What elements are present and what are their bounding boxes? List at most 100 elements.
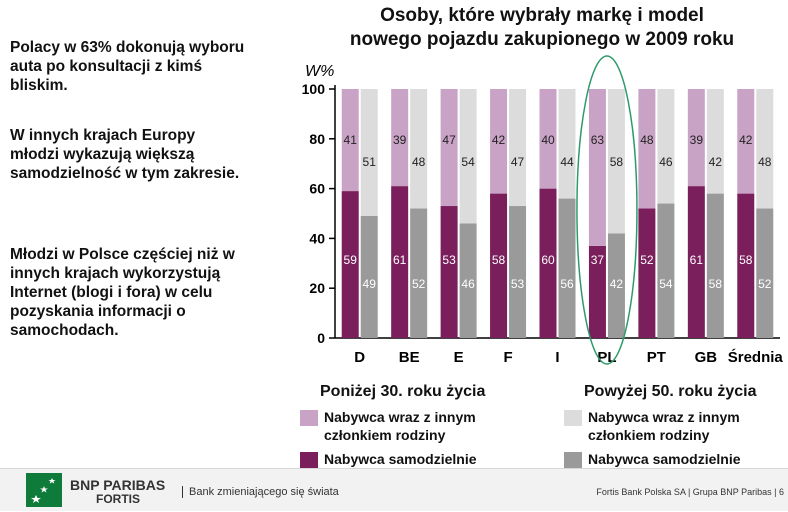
x-category-label: I	[555, 349, 559, 366]
data-label-over50-family: 48	[758, 155, 772, 169]
data-label-over50-family: 51	[363, 155, 377, 169]
bar-over50-alone	[756, 208, 774, 338]
bar-over50-family	[657, 89, 675, 204]
x-category-label: GB	[695, 349, 718, 366]
bar-over50-family	[459, 89, 477, 224]
x-category-label: BE	[399, 349, 420, 366]
y-tick-label: 60	[309, 181, 325, 197]
data-label-under30-alone: 37	[591, 253, 605, 267]
bar-under30-alone	[588, 245, 606, 338]
bar-under30-family	[588, 89, 606, 246]
data-label-over50-family: 58	[610, 155, 624, 169]
y-axis-label: W%	[305, 63, 334, 80]
data-label-over50-family: 54	[461, 155, 475, 169]
data-label-over50-alone: 52	[412, 277, 426, 291]
bar-over50-alone	[509, 206, 527, 338]
footer-bar: BNP PARIBAS FORTIS Bank zmieniającego si…	[0, 468, 788, 511]
logo-text-bnp-paribas: BNP PARIBAS	[70, 477, 166, 493]
bar-over50-family	[360, 89, 378, 216]
chart-title-line-2: nowego pojazdu zakupionego w 2009 roku	[349, 29, 735, 50]
data-label-under30-alone: 53	[442, 253, 456, 267]
legend-swatch-over50-alone	[564, 452, 582, 468]
data-label-under30-family: 47	[442, 133, 456, 147]
bar-under30-alone	[737, 193, 755, 338]
intro-paragraph-3: Młodzi w Polsce częściej niż w innych kr…	[10, 246, 235, 339]
bar-under30-alone	[539, 188, 557, 338]
y-tick-label: 20	[309, 280, 325, 296]
bnp-paribas-stars-logo-icon	[26, 473, 62, 507]
data-label-over50-alone: 54	[659, 277, 673, 291]
data-label-under30-alone: 58	[492, 253, 506, 267]
data-label-under30-family: 39	[393, 133, 407, 147]
data-label-over50-alone: 46	[461, 277, 475, 291]
data-label-under30-family: 40	[541, 133, 555, 147]
bar-under30-family	[737, 89, 755, 194]
x-category-label: Średnia	[728, 348, 784, 366]
footer-tagline: Bank zmieniającego się świata	[182, 486, 339, 498]
x-category-label: D	[354, 349, 365, 366]
bar-under30-alone	[687, 186, 705, 338]
bar-over50-alone	[558, 198, 576, 338]
chart-title: Osoby, które wybrały markę i model noweg…	[296, 4, 788, 52]
data-label-under30-alone: 60	[541, 253, 555, 267]
data-label-under30-family: 42	[739, 133, 753, 147]
bar-over50-alone	[410, 208, 428, 338]
footer-company-info: Fortis Bank Polska SA | Grupa BNP Pariba…	[596, 487, 784, 497]
x-category-label: F	[503, 349, 512, 366]
data-label-under30-family: 48	[640, 133, 654, 147]
intro-paragraph-2: W innych krajach Europy młodzi wykazują …	[10, 127, 240, 182]
legend-label-under30-alone: Nabywca samodzielnie	[324, 451, 477, 467]
data-label-under30-alone: 58	[739, 253, 753, 267]
bar-over50-family	[509, 89, 527, 207]
x-category-label: PT	[647, 349, 666, 366]
legend-swatch-over50-family	[564, 410, 582, 426]
legend-label-under30-family: Nabywca wraz z innym członkiem rodziny	[324, 409, 476, 443]
bar-over50-family	[607, 89, 625, 234]
bar-under30-alone	[638, 208, 656, 338]
data-label-over50-alone: 42	[610, 277, 624, 291]
data-label-over50-family: 48	[412, 155, 426, 169]
data-label-over50-family: 47	[511, 155, 525, 169]
data-label-over50-alone: 58	[709, 277, 723, 291]
data-label-under30-alone: 59	[344, 253, 358, 267]
legend-label-over50-family: Nabywca wraz z innym członkiem rodziny	[588, 409, 740, 443]
y-tick-label: 80	[309, 131, 325, 147]
legend-group-over-50-title: Powyżej 50. roku życia	[584, 383, 757, 400]
bar-over50-family	[558, 89, 576, 199]
bar-under30-family	[391, 89, 409, 187]
bar-under30-family	[687, 89, 705, 187]
y-tick-label: 40	[309, 230, 325, 246]
legend-swatch-under30-alone	[300, 452, 318, 468]
bar-under30-alone	[490, 193, 508, 338]
intro-paragraph-1: Polacy w 63% dokonują wyboru auta po kon…	[10, 39, 245, 94]
data-label-over50-family: 44	[560, 155, 574, 169]
chart-title-line-1: Osoby, które wybrały markę i model	[380, 5, 704, 26]
data-label-under30-alone: 61	[690, 253, 704, 267]
x-category-label: E	[454, 349, 464, 366]
bar-under30-alone	[341, 191, 359, 338]
logo-text-fortis: FORTIS	[96, 492, 140, 506]
bar-over50-family	[706, 89, 724, 194]
data-label-under30-family: 63	[591, 133, 605, 147]
data-label-over50-family: 46	[659, 155, 673, 169]
bar-over50-alone	[607, 233, 625, 338]
data-label-under30-family: 41	[344, 133, 358, 147]
legend-group-under-30-title: Poniżej 30. roku życia	[320, 383, 486, 400]
bar-over50-family	[410, 89, 428, 209]
y-tick-label: 0	[317, 330, 325, 346]
bar-over50-alone	[360, 215, 378, 338]
data-label-over50-family: 42	[709, 155, 723, 169]
bar-over50-alone	[706, 193, 724, 338]
data-label-under30-family: 39	[690, 133, 704, 147]
bar-under30-family	[539, 89, 557, 189]
legend-swatch-under30-family	[300, 410, 318, 426]
data-label-over50-alone: 53	[511, 277, 525, 291]
bar-over50-family	[756, 89, 774, 209]
stacked-bar-chart: W% 0 20 40 60 80 100 59 41 49 51 D 61 39 52 48 BE 53 47 46 5…	[302, 55, 784, 366]
bar-under30-alone	[391, 186, 409, 338]
bar-under30-family	[440, 89, 458, 207]
data-label-under30-family: 42	[492, 133, 506, 147]
data-label-over50-alone: 49	[363, 277, 377, 291]
bar-under30-alone	[440, 206, 458, 338]
data-label-over50-alone: 56	[560, 277, 574, 291]
